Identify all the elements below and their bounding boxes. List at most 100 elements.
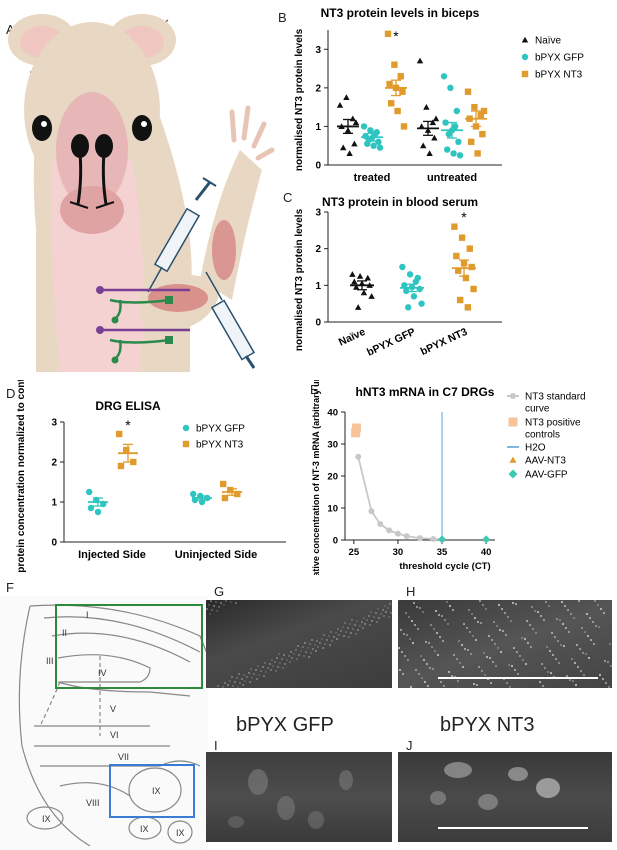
data-point: [440, 73, 448, 80]
data-point: [431, 134, 438, 141]
tissue-speck: [215, 601, 217, 603]
panel-letter-a: A: [6, 22, 15, 37]
tissue-speck: [216, 610, 218, 612]
tissue-speck: [567, 630, 571, 634]
data-point: [360, 123, 368, 130]
tissue-speck: [484, 607, 488, 611]
tissue-speck: [225, 600, 227, 602]
tissue-speck: [543, 666, 547, 670]
legend-label: bPYX NT3: [535, 70, 583, 81]
standard-curve-line: [357, 456, 443, 541]
tissue-speck: [405, 633, 409, 637]
tissue-speck: [305, 651, 307, 653]
tissue-speck: [400, 650, 404, 654]
tissue-speck: [446, 622, 450, 626]
tissue-speck: [509, 619, 513, 623]
tissue-speck: [473, 616, 477, 620]
tissue-speck: [492, 620, 496, 624]
data-point: [364, 274, 371, 281]
data-point: [116, 430, 123, 438]
data-point: [386, 527, 393, 534]
tissue-speck: [408, 637, 412, 641]
tissue-speck: [277, 666, 279, 668]
tissue-speck: [418, 606, 422, 610]
tissue-speck: [544, 600, 548, 604]
tissue-speck: [213, 605, 215, 607]
data-point: [401, 282, 408, 289]
data-point: [221, 494, 229, 502]
tissue-speck: [511, 601, 515, 605]
tissue-speck: [348, 636, 350, 638]
tissue-speck: [406, 658, 410, 662]
syringe-icon: [205, 271, 256, 369]
tissue-speck: [256, 678, 258, 680]
tissue-speck: [278, 653, 280, 655]
tissue-speck: [423, 680, 427, 684]
lamina-label: III: [46, 656, 54, 666]
tissue-speck: [566, 608, 570, 612]
tissue-speck: [443, 618, 447, 622]
chart-c-ylabel: normalised NT3 protein levels: [294, 208, 305, 351]
tissue-speck: [237, 686, 239, 688]
data-point: [456, 296, 464, 304]
tissue-speck: [206, 608, 208, 610]
tissue-speck: [429, 623, 433, 627]
tissue-speck: [356, 620, 358, 622]
data-point: [367, 127, 374, 134]
tissue-speck: [366, 619, 368, 621]
tissue-speck: [575, 643, 579, 647]
data-point: [340, 144, 347, 151]
data-point: [227, 486, 234, 494]
tissue-speck: [361, 621, 363, 623]
panel-letter-b: B: [278, 10, 287, 25]
tissue-speck: [354, 624, 356, 626]
tissue-speck: [308, 656, 310, 658]
data-point: [336, 102, 344, 108]
tissue-speck: [427, 641, 431, 645]
tissue-speck: [496, 646, 500, 650]
tissue-speck: [495, 624, 499, 628]
tissue-speck: [390, 612, 392, 614]
legend-label: H2O: [525, 443, 546, 454]
tissue-speck: [328, 635, 330, 637]
data-point: [352, 119, 360, 126]
tissue-speck: [274, 661, 276, 663]
tissue-speck: [376, 621, 378, 623]
tissue-speck: [574, 683, 578, 687]
tissue-speck: [432, 627, 436, 631]
tissue-speck: [424, 640, 428, 644]
data-point: [453, 107, 460, 115]
data-point: [404, 304, 412, 311]
tissue-speck: [604, 681, 608, 685]
legend-label: bPYX GFP: [196, 424, 245, 435]
neuron-cell: [228, 816, 244, 828]
tissue-speck: [342, 626, 344, 628]
blue-roi-box: [109, 764, 195, 818]
tissue-speck: [205, 599, 207, 601]
tissue-speck: [330, 631, 332, 633]
tissue-speck: [319, 642, 321, 644]
tissue-speck: [607, 685, 611, 689]
tissue-speck: [257, 665, 259, 667]
tissue-speck: [421, 610, 425, 614]
tissue-speck: [438, 635, 442, 639]
tissue-speck: [223, 604, 225, 606]
tissue-speck: [498, 628, 502, 632]
tissue-speck: [481, 603, 485, 607]
tissue-speck: [479, 621, 483, 625]
tissue-speck: [468, 630, 472, 634]
tissue-speck: [603, 659, 607, 663]
tissue-speck: [608, 642, 612, 646]
tissue-speck: [476, 620, 480, 624]
tissue-speck: [300, 650, 302, 652]
tissue-speck: [582, 673, 586, 677]
tissue-speck: [497, 603, 501, 607]
tissue-speck: [518, 654, 522, 658]
lamina-label: V: [110, 704, 116, 714]
tissue-speck: [474, 638, 478, 642]
data-point: [354, 304, 362, 310]
legend-marker: [508, 417, 518, 427]
tissue-speck: [531, 627, 535, 631]
tissue-speck: [487, 634, 491, 638]
tissue-speck: [349, 623, 351, 625]
